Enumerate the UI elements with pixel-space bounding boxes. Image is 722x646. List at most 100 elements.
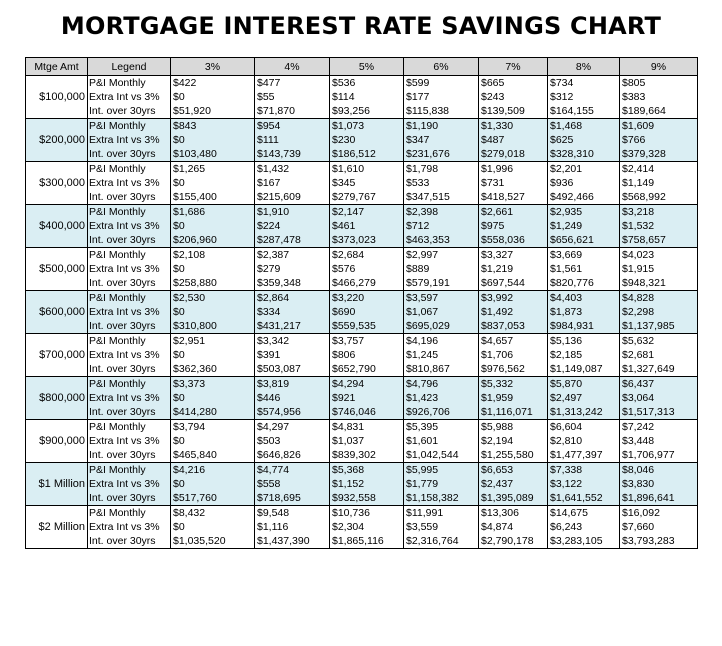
value-cell: $8,046 <box>619 462 698 477</box>
table-row: Int. over 30yrs $206,960 $287,478 $373,023 $… <box>26 233 698 248</box>
mortgage-amount: $500,000 <box>25 247 88 291</box>
value-cell: $1,073 <box>329 118 404 133</box>
legend-label: Extra Int vs 3% <box>87 90 171 104</box>
value-cell: $4,294 <box>329 376 404 391</box>
value-cell: $4,874 <box>478 520 548 534</box>
legend-label: Extra Int vs 3% <box>87 477 171 491</box>
value-cell: $477 <box>254 75 330 90</box>
value-cell: $1,249 <box>547 219 620 233</box>
value-cell: $2,398 <box>403 204 479 219</box>
value-cell: $3,992 <box>478 290 548 305</box>
value-cell: $1,035,520 <box>170 534 255 549</box>
value-cell: $718,695 <box>254 491 330 506</box>
value-cell: $3,373 <box>170 376 255 391</box>
legend-label: P&I Monthly <box>87 505 171 520</box>
table-row: Extra Int vs 3% $0 $224 $461 $712 $975 $1,249 $… <box>26 219 698 233</box>
value-cell: $746,046 <box>329 405 404 420</box>
value-cell: $362,360 <box>170 362 255 377</box>
value-cell: $1,395,089 <box>478 491 548 506</box>
mortgage-amount: $900,000 <box>25 419 88 463</box>
value-cell: $984,931 <box>547 319 620 334</box>
value-cell: $1,149 <box>619 176 698 190</box>
value-cell: $391 <box>254 348 330 362</box>
value-cell: $3,669 <box>547 247 620 262</box>
header-rate-6: 6% <box>403 57 479 76</box>
value-cell: $558 <box>254 477 330 491</box>
value-cell: $379,328 <box>619 147 698 162</box>
value-cell: $461 <box>329 219 404 233</box>
value-cell: $4,023 <box>619 247 698 262</box>
value-cell: $758,657 <box>619 233 698 248</box>
value-cell: $2,497 <box>547 391 620 405</box>
value-cell: $287,478 <box>254 233 330 248</box>
value-cell: $139,509 <box>478 104 548 119</box>
value-cell: $347,515 <box>403 190 479 205</box>
table-row: Int. over 30yrs $155,400 $215,609 $279,767 $… <box>26 190 698 205</box>
value-cell: $103,480 <box>170 147 255 162</box>
legend-label: P&I Monthly <box>87 290 171 305</box>
table-row: Extra Int vs 3% $0 $446 $921 $1,423 $1,959 $2,… <box>26 391 698 405</box>
value-cell: $3,794 <box>170 419 255 434</box>
value-cell: $690 <box>329 305 404 319</box>
legend-label: P&I Monthly <box>87 204 171 219</box>
header-rate-4: 4% <box>254 57 330 76</box>
value-cell: $155,400 <box>170 190 255 205</box>
value-cell: $6,437 <box>619 376 698 391</box>
value-cell: $1,437,390 <box>254 534 330 549</box>
value-cell: $766 <box>619 133 698 147</box>
value-cell: $1,517,313 <box>619 405 698 420</box>
table-row: $2 Million P&I Monthly $8,432 $9,548 $10,736… <box>25 505 698 549</box>
value-cell: $576 <box>329 262 404 276</box>
legend-label: Extra Int vs 3% <box>87 262 171 276</box>
table-row: $800,000 P&I Monthly $3,373 $3,819 $4,294 $4,… <box>25 376 698 420</box>
value-cell: $2,316,764 <box>403 534 479 549</box>
value-cell: $167 <box>254 176 330 190</box>
value-cell: $656,621 <box>547 233 620 248</box>
table-row: Extra Int vs 3% $0 $111 $230 $347 $487 $625 $76… <box>26 133 698 147</box>
table-row: $300,000 P&I Monthly $1,265 $1,432 $1,610 $1,… <box>25 161 698 205</box>
mortgage-amount: $800,000 <box>25 376 88 420</box>
legend-label: Extra Int vs 3% <box>87 176 171 190</box>
value-cell: $2,201 <box>547 161 620 176</box>
table-row: Extra Int vs 3% $0 $1,116 $2,304 $3,559 $4,87… <box>26 520 698 534</box>
value-cell: $5,332 <box>478 376 548 391</box>
value-cell: $487 <box>478 133 548 147</box>
value-cell: $5,995 <box>403 462 479 477</box>
value-cell: $3,218 <box>619 204 698 219</box>
value-cell: $1,245 <box>403 348 479 362</box>
table-row: Extra Int vs 3% $0 $167 $345 $533 $731 $936 $1,… <box>26 176 698 190</box>
value-cell: $2,437 <box>478 477 548 491</box>
value-cell: $0 <box>170 477 255 491</box>
savings-table: Mtge Amt Legend 3% 4% 5% 6% 7% 8% 9% $10… <box>25 57 698 549</box>
table-row: $1 Million P&I Monthly $4,216 $4,774 $5,368 $… <box>25 462 698 506</box>
value-cell: $1,609 <box>619 118 698 133</box>
value-cell: $279,767 <box>329 190 404 205</box>
value-cell: $0 <box>170 348 255 362</box>
value-cell: $2,108 <box>170 247 255 262</box>
value-cell: $3,283,105 <box>547 534 620 549</box>
header-legend: Legend <box>87 57 171 76</box>
value-cell: $143,739 <box>254 147 330 162</box>
value-cell: $3,597 <box>403 290 479 305</box>
value-cell: $359,348 <box>254 276 330 291</box>
legend-label: P&I Monthly <box>87 376 171 391</box>
value-cell: $14,675 <box>547 505 620 520</box>
value-cell: $810,867 <box>403 362 479 377</box>
table-row: Extra Int vs 3% $0 $55 $114 $177 $243 $312 $383 <box>26 90 698 104</box>
value-cell: $697,544 <box>478 276 548 291</box>
legend-label: P&I Monthly <box>87 118 171 133</box>
value-cell: $431,217 <box>254 319 330 334</box>
value-cell: $0 <box>170 176 255 190</box>
value-cell: $115,838 <box>403 104 479 119</box>
value-cell: $558,036 <box>478 233 548 248</box>
value-cell: $936 <box>547 176 620 190</box>
value-cell: $517,760 <box>170 491 255 506</box>
value-cell: $2,810 <box>547 434 620 448</box>
value-cell: $926,706 <box>403 405 479 420</box>
mortgage-amount: $700,000 <box>25 333 88 377</box>
value-cell: $189,664 <box>619 104 698 119</box>
value-cell: $3,793,283 <box>619 534 698 549</box>
value-cell: $4,403 <box>547 290 620 305</box>
value-cell: $954 <box>254 118 330 133</box>
value-cell: $243 <box>478 90 548 104</box>
